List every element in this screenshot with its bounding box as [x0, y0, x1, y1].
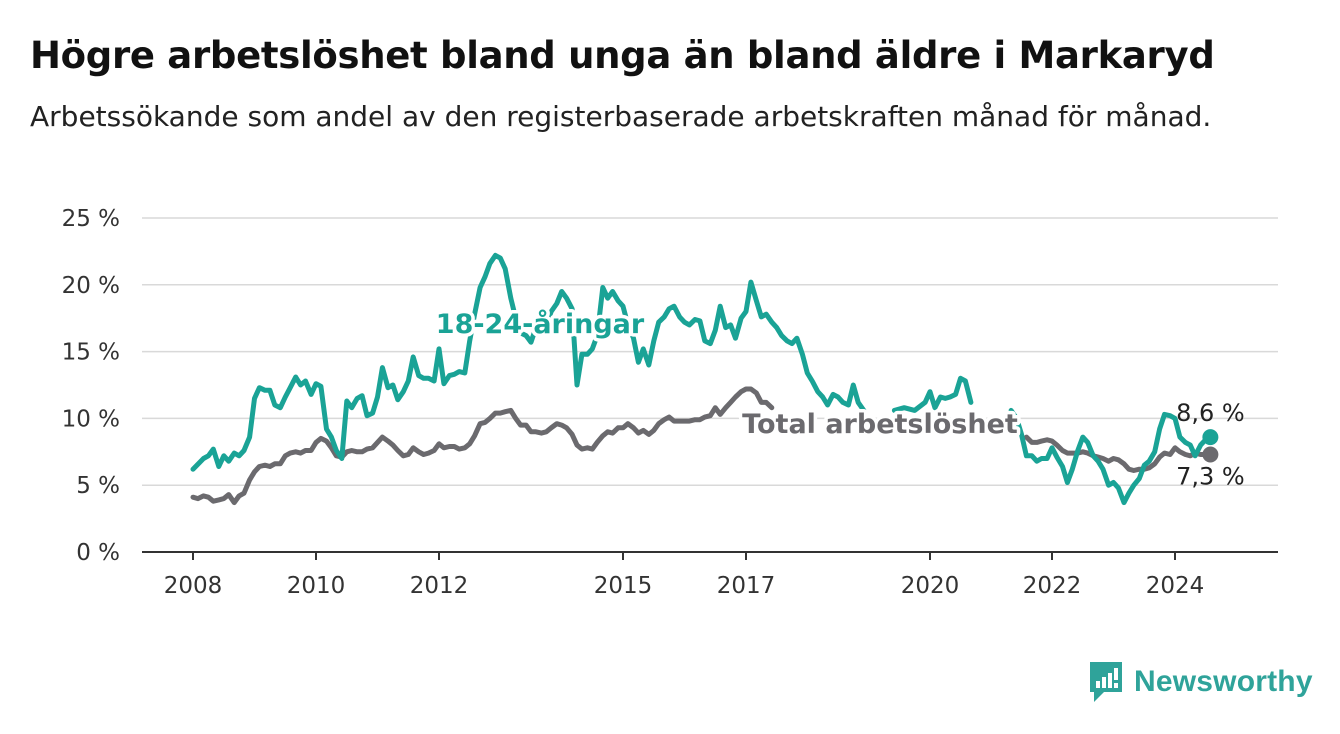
x-tick-label: 2024	[1146, 573, 1205, 599]
chart-title: Högre arbetslöshet bland unga än bland ä…	[30, 34, 1215, 77]
series-end-point	[1202, 429, 1219, 446]
series-line	[1008, 407, 1213, 506]
series-line	[190, 386, 775, 506]
y-tick-label: 20 %	[62, 273, 120, 299]
series-label-total: Total arbetslöshet	[742, 409, 1018, 440]
brand-name: Newsworthy	[1134, 665, 1313, 698]
x-tick-label: 2008	[164, 573, 223, 599]
newsworthy-logo-icon	[1090, 662, 1122, 702]
y-tick-label: 10 %	[62, 406, 120, 432]
grid-lines	[142, 217, 1278, 553]
x-tick-label: 2015	[594, 573, 653, 599]
series-label-youth: 18-24-åringar	[436, 308, 645, 340]
series-line	[190, 252, 867, 472]
series-line	[1023, 434, 1213, 473]
y-tick-label: 0 %	[76, 540, 120, 566]
series-lines	[190, 252, 1219, 506]
y-tick-label: 5 %	[76, 473, 120, 499]
x-axis-ticks: 2008 2010 2012 2015 2017 2020 2022 2024	[164, 552, 1205, 599]
x-tick-label: 2012	[410, 573, 469, 599]
chart-subtitle: Arbetssökande som andel av den registerb…	[30, 100, 1212, 133]
y-tick-label: 15 %	[62, 340, 120, 366]
x-tick-label: 2010	[287, 573, 346, 599]
x-tick-label: 2020	[901, 573, 960, 599]
end-value-label-youth: 8,6 %	[1176, 399, 1245, 427]
x-tick-label: 2017	[717, 573, 776, 599]
y-axis-ticks: 0 % 5 % 10 % 15 % 20 % 25 %	[62, 206, 120, 566]
series-line	[891, 375, 974, 413]
series-end-point	[1202, 446, 1219, 463]
y-tick-label: 25 %	[62, 206, 120, 232]
end-value-label-total: 7,3 %	[1176, 462, 1245, 490]
brand-logo: Newsworthy	[1088, 660, 1313, 704]
x-tick-label: 2022	[1023, 573, 1082, 599]
series-labels: 8,6 % 7,3 % 18-24-åringar Total arbetslöshe…	[432, 305, 1245, 491]
